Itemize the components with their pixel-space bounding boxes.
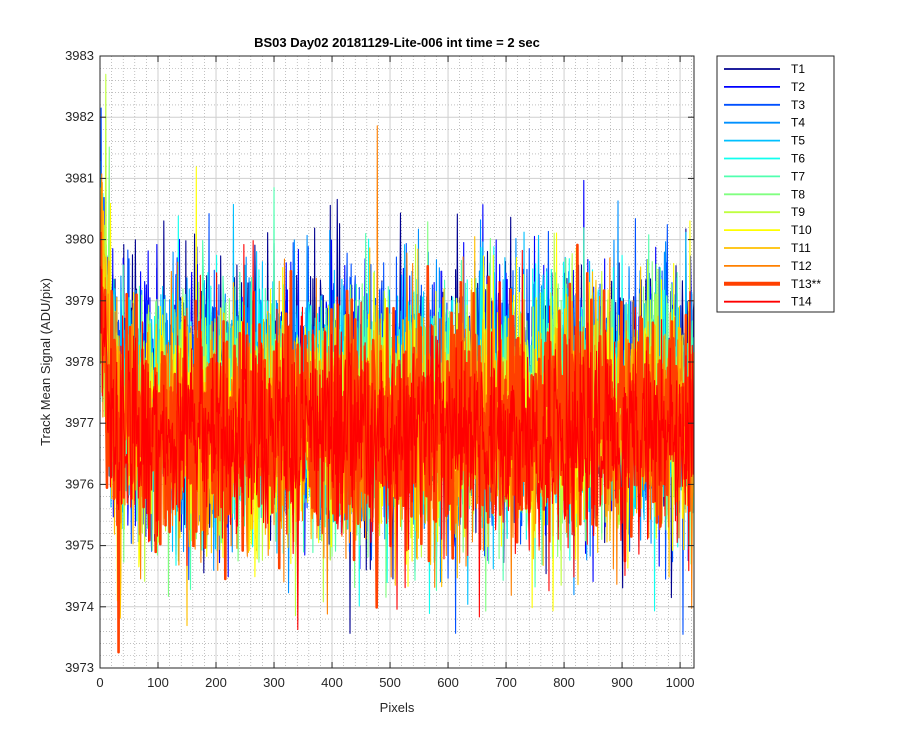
y-tick-label: 3981 [65,170,94,185]
x-tick-label: 400 [321,675,343,690]
chart-title: BS03 Day02 20181129-Lite-006 int time = … [254,35,540,50]
legend-label: T4 [791,116,805,130]
legend-box [716,55,835,313]
x-tick-label: 100 [147,675,169,690]
legend-item-t13[interactable]: T13** [724,277,821,291]
x-tick-label: 500 [379,675,401,690]
legend[interactable]: T1 T2 T3 T4 T5 T6 T7 T8 T9 T10 T11 T12 T13** T14 [716,55,835,313]
legend-item-t5[interactable]: T5 [724,134,805,148]
x-tick-label: 300 [263,675,285,690]
y-tick-label: 3979 [65,293,94,308]
legend-item-t14[interactable]: T14 [724,295,812,309]
y-axis-label: Track Mean Signal (ADU/pix) [38,278,53,446]
legend-item-t7[interactable]: T7 [724,169,805,183]
y-axis-ticks: 3973 3974 3975 3976 3977 3978 3979 3980 3981 3982… [65,48,694,675]
legend-label: T14 [791,295,812,309]
legend-item-t4[interactable]: T4 [724,116,805,130]
legend-label: T2 [791,80,805,94]
legend-item-t6[interactable]: T6 [724,152,805,166]
y-tick-label: 3980 [65,232,94,247]
legend-item-t2[interactable]: T2 [724,80,805,94]
legend-label: T7 [791,169,805,183]
y-tick-label: 3978 [65,354,94,369]
x-tick-label: 1000 [666,675,695,690]
legend-label: T1 [791,62,805,76]
legend-label: T3 [791,98,805,112]
y-tick-label: 3973 [65,660,94,675]
y-tick-label: 3977 [65,415,94,430]
y-tick-label: 3974 [65,599,94,614]
y-tick-label: 3976 [65,476,94,491]
x-tick-label: 600 [437,675,459,690]
legend-item-t8[interactable]: T8 [724,187,805,201]
legend-label: T6 [791,152,805,166]
series-lines [100,73,694,654]
y-tick-label: 3982 [65,109,94,124]
legend-label: T11 [791,241,811,255]
y-tick-label: 3983 [65,48,94,63]
x-tick-label: 900 [611,675,633,690]
x-axis-ticks: 0 100 200 300 400 500 600 700 800 900 1000 [96,56,695,690]
legend-item-t9[interactable]: T9 [724,205,805,219]
legend-item-t11[interactable]: T11 [724,241,811,255]
x-axis-label: Pixels [380,700,415,715]
legend-label: T12 [791,259,812,273]
series-line-t14 [100,240,694,631]
x-tick-label: 0 [96,675,103,690]
legend-item-t10[interactable]: T10 [724,223,812,237]
legend-item-t1[interactable]: T1 [724,62,805,76]
legend-label: T5 [791,134,805,148]
x-tick-label: 700 [495,675,517,690]
legend-label: T9 [791,205,805,219]
legend-label: T13** [791,277,821,291]
y-tick-label: 3975 [65,538,94,553]
legend-item-t3[interactable]: T3 [724,98,805,112]
legend-label: T8 [791,187,805,201]
x-tick-label: 200 [205,675,227,690]
legend-items: T1 T2 T3 T4 T5 T6 T7 T8 T9 T10 T11 T12 T13** T14 [724,62,821,309]
legend-label: T10 [791,223,812,237]
legend-item-t12[interactable]: T12 [724,259,812,273]
x-tick-label: 800 [553,675,575,690]
